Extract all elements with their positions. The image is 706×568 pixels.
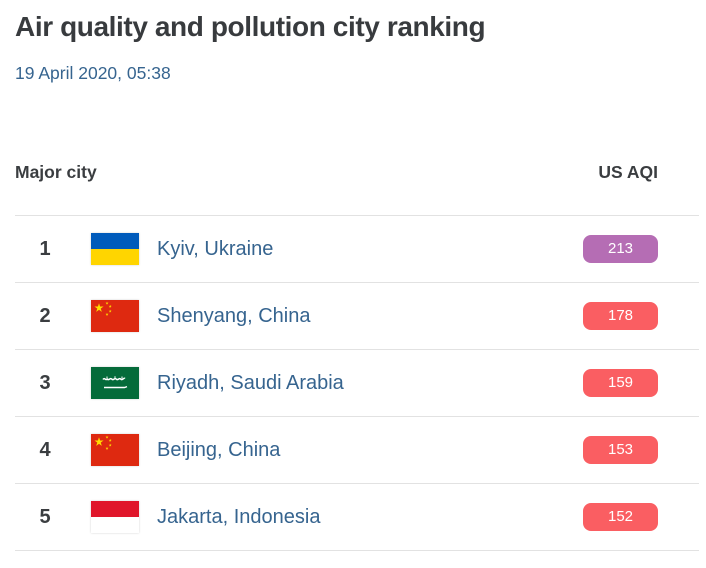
- indonesia-flag-icon: [91, 501, 139, 533]
- aqi-badge: 178: [583, 302, 658, 330]
- rank-number: 3: [39, 371, 51, 394]
- column-header-us-aqi: US AQI: [598, 162, 658, 182]
- aqi-badge: 152: [583, 503, 658, 531]
- city-link[interactable]: Riyadh, Saudi Arabia: [157, 371, 344, 394]
- ranking-row[interactable]: 2 Shenyang, China 178: [15, 283, 699, 350]
- aqi-badge: 213: [583, 235, 658, 263]
- aqi-badge: 159: [583, 369, 658, 397]
- saudi-arabia-flag-icon: [91, 367, 139, 399]
- last-updated-timestamp: 19 April 2020, 05:38: [15, 63, 171, 83]
- ranking-row[interactable]: 1 Kyiv, Ukraine 213: [15, 216, 699, 283]
- table-header-row: Major city US AQI: [15, 84, 699, 216]
- city-link[interactable]: Shenyang, China: [157, 304, 311, 327]
- ranking-row[interactable]: 3 Riyadh, Saudi Arabia 159: [15, 350, 699, 417]
- city-link[interactable]: Beijing, China: [157, 438, 281, 461]
- city-link[interactable]: Jakarta, Indonesia: [157, 505, 321, 528]
- china-flag-icon: [91, 300, 139, 332]
- china-flag-icon: [91, 434, 139, 466]
- aqi-badge: 153: [583, 436, 658, 464]
- rank-number: 2: [39, 304, 51, 327]
- column-header-major-city: Major city: [15, 162, 97, 182]
- page-title: Air quality and pollution city ranking: [15, 11, 486, 42]
- city-ranking-table: Major city US AQI 1 Kyiv, Ukraine 213 2: [0, 84, 706, 551]
- rank-number: 5: [39, 505, 51, 528]
- rank-number: 1: [39, 237, 51, 260]
- ranking-row[interactable]: 5 Jakarta, Indonesia 152: [15, 484, 699, 551]
- rank-number: 4: [39, 438, 51, 461]
- ukraine-flag-icon: [91, 233, 139, 265]
- ranking-row[interactable]: 4 Beijing, China 153: [15, 417, 699, 484]
- city-link[interactable]: Kyiv, Ukraine: [157, 237, 274, 260]
